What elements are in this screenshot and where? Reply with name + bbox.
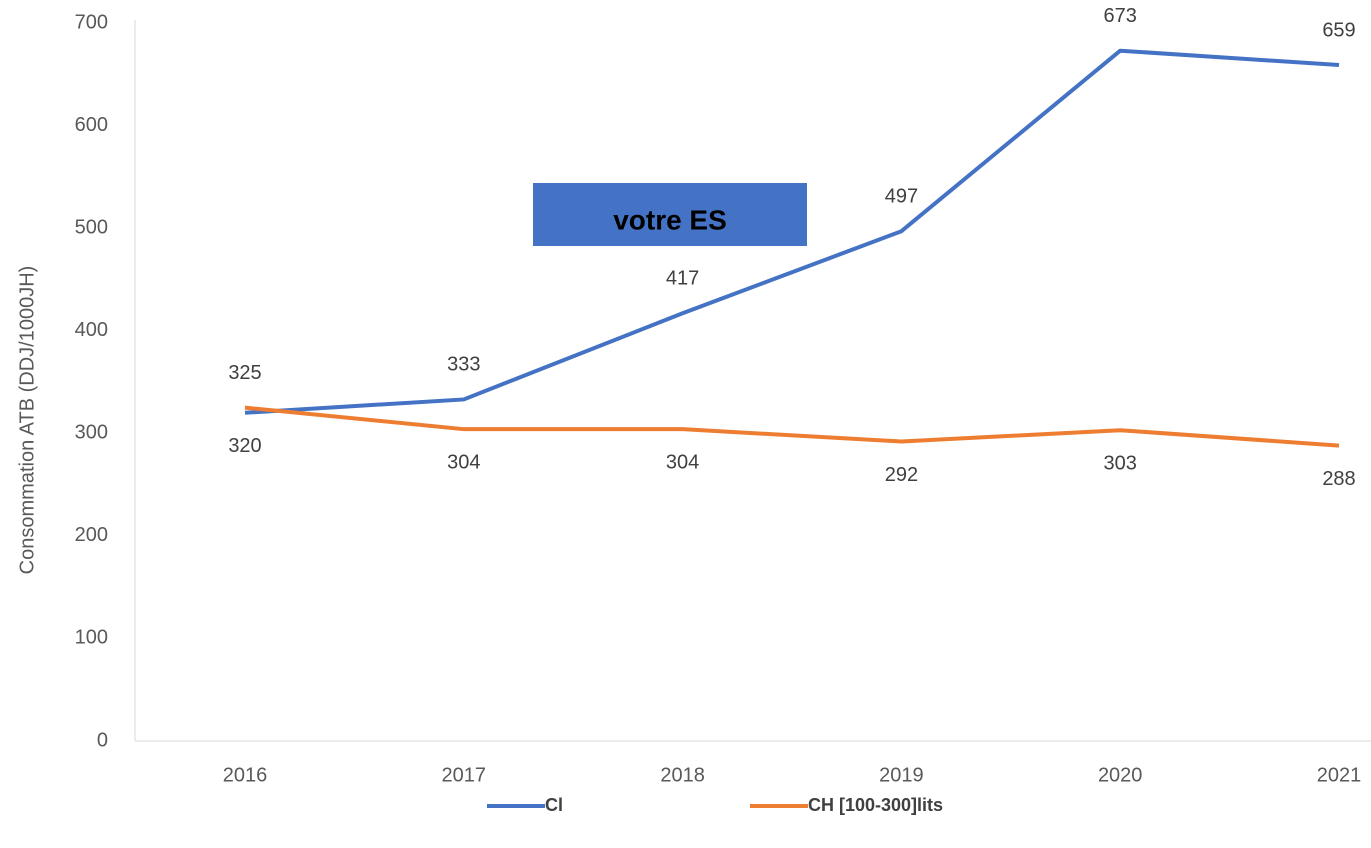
data-label: 417 bbox=[666, 268, 699, 290]
legend-label: CH [100-300]lits bbox=[808, 795, 943, 815]
data-label: 304 bbox=[447, 451, 480, 473]
annotation: votre ES bbox=[613, 204, 727, 235]
y-tick-label: 100 bbox=[75, 627, 108, 649]
data-label: 292 bbox=[885, 464, 918, 486]
x-tick-label: 2021 bbox=[1317, 764, 1362, 786]
y-tick-label: 700 bbox=[75, 11, 108, 33]
y-tick-label: 300 bbox=[75, 422, 108, 444]
data-label: 673 bbox=[1104, 5, 1137, 27]
y-tick-label: 200 bbox=[75, 524, 108, 546]
data-label: 320 bbox=[228, 435, 261, 457]
data-label: 304 bbox=[666, 451, 699, 473]
data-label: 325 bbox=[228, 362, 261, 384]
x-tick-label: 2018 bbox=[660, 764, 705, 786]
data-label: 497 bbox=[885, 186, 918, 208]
data-label: 333 bbox=[447, 354, 480, 376]
x-tick-label: 2020 bbox=[1098, 764, 1143, 786]
y-axis-label: Consommation ATB (DDJ/1000JH) bbox=[16, 266, 38, 575]
data-label: 303 bbox=[1104, 452, 1137, 474]
line-series bbox=[244, 48, 1340, 415]
x-tick-label: 2017 bbox=[442, 764, 487, 786]
y-tick-label: 500 bbox=[75, 216, 108, 238]
y-tick-label: 400 bbox=[75, 319, 108, 341]
x-tick-label: 2016 bbox=[223, 764, 268, 786]
legend-label: Cl bbox=[545, 795, 563, 815]
line-series bbox=[244, 405, 1340, 448]
x-tick-label: 2019 bbox=[879, 764, 924, 786]
y-tick-label: 0 bbox=[97, 729, 108, 751]
data-label: 288 bbox=[1322, 468, 1355, 490]
data-label: 659 bbox=[1322, 19, 1355, 41]
y-tick-label: 600 bbox=[75, 114, 108, 136]
annotation-box bbox=[533, 183, 807, 246]
